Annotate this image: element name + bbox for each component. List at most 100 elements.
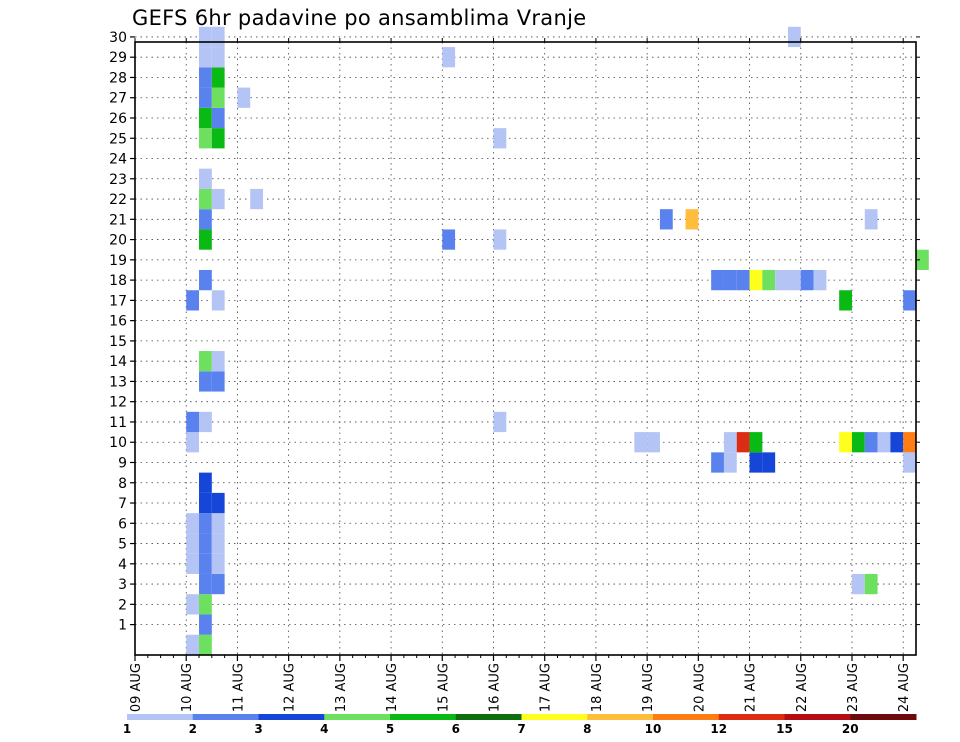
precip-cell — [723, 452, 737, 473]
y-tick-label: 21 — [109, 212, 127, 228]
precip-cell — [211, 26, 225, 48]
y-tick-label: 4 — [118, 557, 127, 573]
precip-cell — [199, 229, 212, 250]
y-tick-label: 18 — [109, 273, 127, 289]
precip-cell — [787, 269, 801, 291]
precip-cell — [211, 87, 225, 108]
precip-cell — [199, 269, 212, 291]
y-tick-label: 15 — [109, 334, 127, 350]
precip-cell — [211, 67, 225, 88]
precip-cell — [199, 553, 212, 574]
legend-label: 5 — [386, 722, 394, 736]
precip-cell — [199, 371, 212, 392]
precip-cell — [736, 269, 750, 291]
legend-swatch — [127, 714, 194, 720]
precip-cell — [199, 168, 212, 189]
precip-cell — [916, 249, 929, 270]
precip-cell — [634, 432, 648, 453]
x-tick-label: 16 AUG — [487, 663, 502, 712]
precip-cell — [864, 432, 878, 453]
precip-cell — [199, 351, 212, 372]
legend-label: 6 — [452, 722, 460, 736]
precip-cell — [211, 290, 225, 311]
precip-cell — [749, 269, 763, 291]
legend-label: 8 — [583, 722, 591, 736]
precip-cell — [199, 411, 212, 433]
precip-cell — [211, 107, 225, 129]
x-tick-label: 13 AUG — [334, 663, 349, 712]
precip-cell — [864, 573, 878, 595]
legend-label: 3 — [254, 722, 262, 736]
precip-cell — [839, 290, 852, 311]
x-tick-label: 15 AUG — [436, 663, 451, 712]
x-axis: 09 AUG 10 AUG 11 AUG 12 AUG 13 AUG 14 AUG 15 A… — [129, 38, 912, 712]
legend-swatch — [718, 714, 785, 720]
x-tick-label: 22 AUG — [795, 663, 810, 712]
legend-swatch — [850, 714, 917, 720]
x-tick-label: 09 AUG — [129, 663, 144, 712]
precip-cell — [211, 188, 225, 210]
legend-swatch — [455, 714, 522, 720]
precip-cell — [211, 371, 225, 392]
legend-label: 20 — [842, 722, 859, 736]
precip-cell — [493, 128, 507, 149]
legend-label: 10 — [645, 722, 662, 736]
precip-cell — [186, 290, 200, 311]
legend-swatch — [653, 714, 720, 720]
y-tick-label: 11 — [109, 415, 127, 431]
precip-cell — [250, 188, 264, 210]
precip-cell — [211, 513, 225, 534]
y-tick-label: 8 — [118, 476, 127, 492]
x-tick-label: 24 AUG — [897, 663, 912, 712]
x-tick-label: 17 AUG — [539, 663, 554, 712]
legend-label: 12 — [710, 722, 727, 736]
precip-cell — [493, 411, 507, 433]
legend-swatch — [784, 714, 851, 720]
precip-cell — [199, 573, 212, 595]
precip-cell — [839, 432, 852, 453]
precip-cell — [736, 432, 750, 453]
y-tick-label: 22 — [109, 192, 127, 208]
y-tick-label: 12 — [109, 395, 127, 411]
precip-cell — [787, 26, 801, 48]
precip-cell — [442, 47, 456, 68]
legend-swatch — [192, 714, 259, 720]
x-tick-label: 10 AUG — [180, 663, 195, 712]
y-tick-label: 25 — [109, 131, 127, 147]
precip-cell — [186, 533, 200, 554]
precip-cell — [211, 351, 225, 372]
grid-lines — [135, 36, 916, 655]
y-tick-label: 13 — [109, 374, 127, 390]
y-tick-label: 1 — [118, 618, 127, 634]
plot-frame — [134, 41, 917, 656]
precip-cell — [211, 573, 225, 595]
chart-title: GEFS 6hr padavine po ansamblima Vranje — [132, 6, 587, 30]
precip-cell — [723, 432, 737, 453]
y-tick-label: 19 — [109, 253, 127, 269]
y-tick-label: 26 — [109, 111, 127, 127]
precip-cell — [211, 553, 225, 574]
legend-swatch — [258, 714, 325, 720]
precip-cell — [685, 209, 699, 230]
precip-cell — [775, 269, 788, 291]
legend-label: 1 — [123, 722, 131, 736]
precip-cell — [851, 432, 865, 453]
precipitation-cells — [186, 26, 929, 655]
y-tick-label: 16 — [109, 314, 127, 330]
legend-swatch — [587, 714, 654, 720]
precip-cell — [199, 128, 212, 149]
precip-cell — [903, 290, 916, 311]
x-tick-label: 21 AUG — [744, 663, 759, 712]
x-tick-label: 12 AUG — [283, 663, 298, 712]
precip-cell — [186, 634, 200, 655]
precip-cell — [762, 269, 776, 291]
y-tick-label: 17 — [109, 293, 127, 309]
precip-cell — [442, 229, 456, 250]
precip-cell — [711, 452, 724, 473]
precip-cell — [186, 513, 200, 534]
precip-cell — [199, 533, 212, 554]
precip-cell — [199, 472, 212, 493]
x-tick-label: 19 AUG — [641, 663, 656, 712]
legend-label: 7 — [517, 722, 525, 736]
